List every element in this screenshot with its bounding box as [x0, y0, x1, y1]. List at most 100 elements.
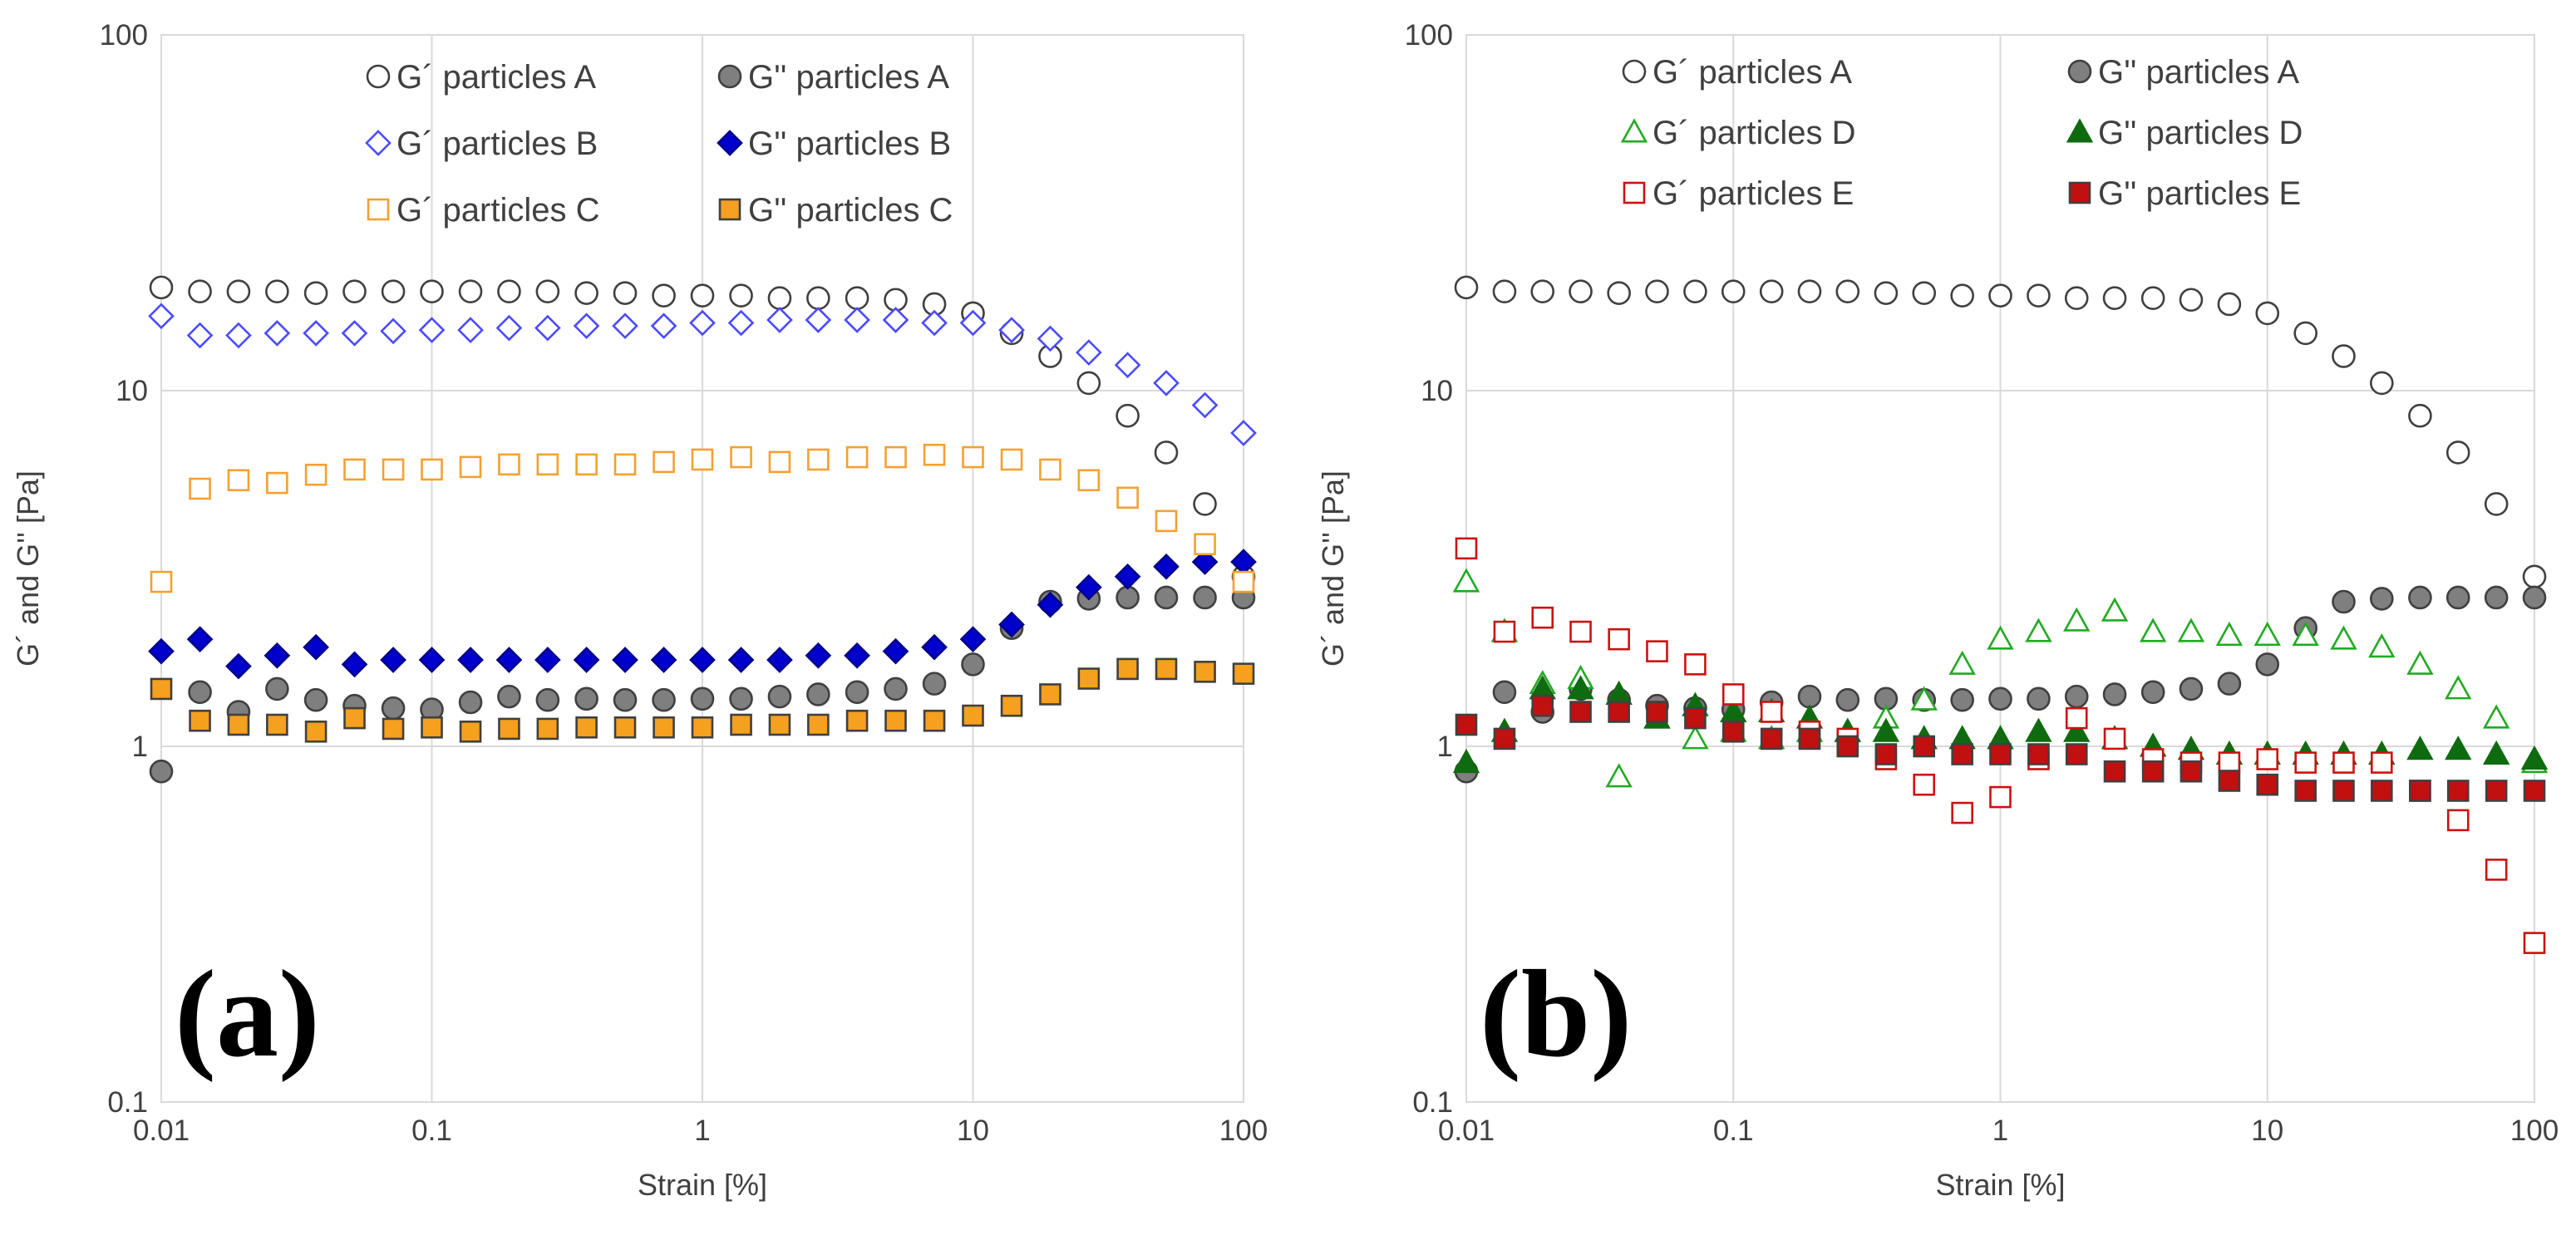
data-point: [188, 680, 212, 705]
data-point: [575, 453, 598, 476]
data-point: [536, 453, 559, 476]
data-point: [1608, 627, 1630, 651]
data-point: [1797, 684, 1822, 709]
legend-label: G'' particles B: [748, 125, 951, 162]
data-point: [266, 471, 288, 495]
x-axis-title: Strain [%]: [1935, 1168, 2065, 1202]
data-point: [2445, 675, 2472, 700]
data-point: [2332, 751, 2355, 774]
data-point: [884, 677, 908, 701]
legend-marker: [365, 130, 392, 156]
data-point: [150, 570, 173, 593]
data-point: [1116, 403, 1140, 428]
data-point: [2139, 618, 2167, 642]
data-point: [2179, 677, 2204, 701]
data-point: [1455, 713, 1478, 736]
data-point: [2103, 727, 2126, 750]
series-g-particles-a: [149, 585, 1256, 784]
data-point: [304, 463, 328, 486]
data-point: [2025, 717, 2052, 742]
data-point: [1950, 283, 1974, 308]
data-point: [2140, 286, 2165, 310]
data-point: [266, 713, 288, 736]
data-point: [2370, 751, 2393, 774]
data-point: [457, 317, 484, 343]
data-point: [2368, 633, 2396, 658]
data-point: [845, 445, 869, 469]
x-tick-label: 1: [694, 1115, 710, 1147]
data-point: [653, 450, 675, 474]
data-point: [2330, 625, 2357, 650]
data-point: [1798, 727, 1821, 750]
data-point: [1039, 683, 1061, 706]
data-point: [2484, 585, 2509, 610]
data-point: [573, 312, 600, 340]
legend-marker: [1620, 118, 1648, 143]
data-point: [1951, 801, 1973, 824]
data-point: [1530, 279, 1555, 303]
data-point: [2215, 621, 2244, 647]
data-point: [2482, 704, 2510, 729]
data-point: [149, 275, 174, 300]
data-point: [727, 647, 755, 673]
data-point: [420, 279, 444, 303]
data-point: [2065, 706, 2088, 730]
data-point: [1646, 640, 1668, 662]
data-point: [2140, 680, 2165, 705]
data-point: [186, 626, 214, 652]
data-point: [768, 713, 791, 736]
data-point: [806, 286, 830, 310]
series-g-particles-c: [150, 443, 1255, 593]
data-point: [612, 312, 638, 340]
x-tick-label: 0.1: [411, 1115, 452, 1147]
data-point: [1000, 694, 1023, 717]
data-point: [459, 720, 482, 743]
data-point: [2256, 773, 2279, 796]
data-point: [2408, 403, 2432, 428]
data-point: [2218, 751, 2241, 774]
data-point: [2064, 684, 2089, 709]
data-point: [689, 647, 716, 673]
data-point: [536, 717, 559, 741]
data-point: [1684, 653, 1707, 676]
data-point: [1492, 680, 1517, 705]
data-point: [1452, 568, 1480, 593]
x-tick-label: 10: [957, 1115, 989, 1147]
data-point: [1910, 686, 1938, 711]
data-point: [227, 713, 250, 736]
data-point: [1531, 694, 1554, 717]
data-point: [959, 309, 987, 337]
data-point: [381, 696, 406, 721]
data-point: [1039, 458, 1061, 481]
data-point: [844, 642, 870, 669]
data-point: [2369, 587, 2394, 611]
data-point: [303, 281, 328, 305]
data-point: [1835, 687, 1860, 712]
legend-marker: [717, 64, 742, 89]
data-point: [304, 720, 328, 743]
data-point: [382, 458, 405, 481]
data-point: [1493, 727, 1516, 750]
data-point: [962, 445, 984, 469]
data-point: [1452, 748, 1480, 774]
data-point: [381, 279, 406, 303]
data-point: [2482, 740, 2510, 765]
data-point: [380, 647, 406, 673]
data-point: [845, 709, 869, 732]
data-point: [1950, 687, 1974, 712]
data-point: [1987, 625, 2014, 650]
data-point: [767, 286, 792, 310]
data-point: [613, 716, 637, 739]
data-point: [2408, 585, 2432, 610]
data-point: [575, 716, 598, 739]
data-point: [2446, 809, 2470, 832]
data-point: [150, 677, 173, 701]
data-point: [2256, 748, 2279, 770]
data-point: [1721, 683, 1745, 706]
data-point: [2522, 585, 2547, 610]
data-point: [1531, 606, 1554, 629]
data-point: [613, 453, 637, 476]
data-point: [2446, 780, 2470, 802]
y-tick-label: 100: [1405, 19, 1453, 52]
